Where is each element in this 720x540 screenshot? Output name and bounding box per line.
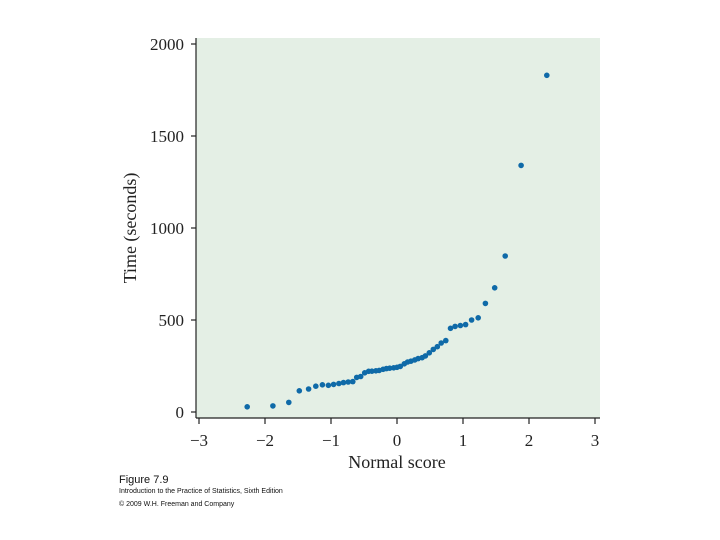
data-point [336,380,342,387]
data-point [244,404,250,410]
x-tick-label: −3 [190,431,208,450]
data-point [422,353,429,359]
data-point [430,346,437,353]
data-point [325,382,332,389]
y-ticks: 0 500 1000 1500 2000 [150,35,196,422]
data-point [518,162,524,169]
data-point [296,388,303,394]
y-axis-title: Time (seconds) [120,173,141,284]
figure-label: Figure 7.9 [119,474,169,486]
x-tick-label: 1 [459,431,468,450]
data-point [313,383,319,390]
y-tick-label: 1000 [150,219,184,238]
plot-area [196,38,600,418]
data-point [357,373,364,380]
data-point [438,340,445,346]
data-point [475,315,482,321]
data-point [457,322,464,329]
data-point [462,321,469,328]
x-tick-label: −1 [322,431,340,450]
data-point [443,337,449,344]
data-point [544,72,550,79]
data-point [482,300,489,307]
points-layer [244,72,550,410]
x-tick-label: −2 [256,431,274,450]
data-point [270,403,276,409]
y-tick-label: 0 [176,403,185,422]
y-tick-label: 1500 [150,127,184,146]
x-tick-label: 2 [525,431,534,450]
data-point [330,381,337,388]
data-point [491,285,498,291]
x-ticks: −3 −2 −1 0 1 2 3 [190,418,599,450]
data-point [426,350,433,356]
data-point [397,363,404,370]
figure-copyright: © 2009 W.H. Freeman and Company [119,501,235,508]
data-point [305,386,312,392]
x-tick-label: 3 [591,431,600,450]
y-tick-label: 500 [159,311,185,330]
y-tick-label: 2000 [150,35,184,54]
data-point [447,325,454,332]
data-point [434,343,441,350]
data-point [319,382,326,388]
data-point [502,253,509,259]
x-tick-label: 0 [393,431,402,450]
data-point [345,379,352,385]
data-point [340,379,347,386]
data-point [452,323,458,330]
x-axis-title: Normal score [348,452,445,472]
data-point [350,378,356,385]
data-point [286,399,292,406]
data-point [468,317,475,323]
figure-source: Introduction to the Practice of Statisti… [119,488,283,495]
